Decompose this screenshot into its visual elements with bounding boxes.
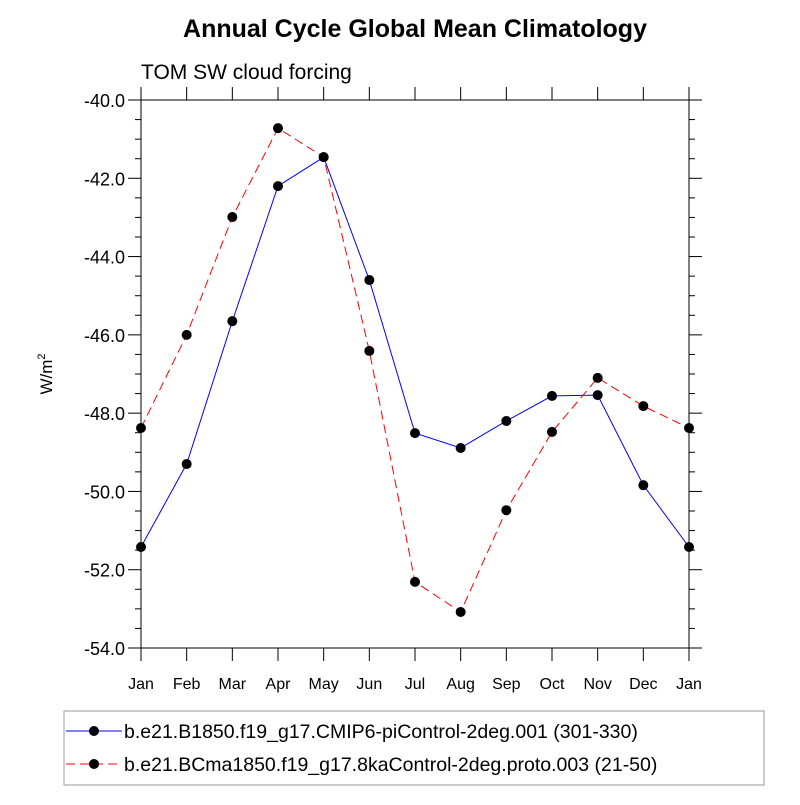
legend-box: [63, 710, 765, 786]
y-tick-label: -52.0: [84, 561, 125, 581]
data-point-2: [547, 426, 557, 437]
x-tick-label: Oct: [540, 676, 565, 693]
data-point-1: [273, 181, 283, 192]
data-point-2: [273, 123, 283, 134]
y-tick-label: -40.0: [84, 91, 125, 111]
data-point-2: [227, 212, 238, 223]
data-point-1: [592, 390, 603, 401]
svg-text:W/m2: W/m2: [36, 353, 56, 394]
y-tick-label: -42.0: [84, 169, 125, 189]
x-tick-label: Jun: [356, 676, 382, 693]
data-point-1: [364, 275, 375, 286]
data-point-1: [136, 542, 146, 553]
chart-title: Annual Cycle Global Mean Climatology: [183, 15, 647, 43]
y-tick-label: -50.0: [84, 482, 125, 502]
data-point-1: [410, 428, 420, 439]
data-point-1: [181, 459, 192, 470]
x-tick-label: Sep: [492, 676, 521, 693]
y-tick-label: -48.0: [84, 404, 125, 424]
x-tick-label: Jan: [128, 676, 154, 693]
x-tick-label: Aug: [446, 676, 474, 693]
x-tick-label: Mar: [219, 676, 247, 693]
data-point-1: [684, 542, 694, 553]
data-point-1: [501, 415, 512, 426]
y-axis-label-superscript: 2: [36, 353, 48, 359]
data-point-2: [684, 423, 694, 434]
series-line-2: [140, 127, 690, 613]
legend-marker-1: [89, 726, 99, 736]
data-point-2: [181, 329, 192, 340]
legend-label-2: b.e21.BCma1850.f19_g17.8kaControl-2deg.p…: [124, 754, 657, 776]
x-tick-label: Feb: [173, 676, 201, 693]
x-tick-label: Dec: [629, 676, 657, 693]
y-axis-label: W/m: [37, 360, 56, 395]
data-point-2: [318, 152, 329, 163]
x-tick-label: Jul: [405, 676, 425, 693]
chart-subtitle: TOM SW cloud forcing: [141, 61, 352, 84]
x-tick-label: Apr: [266, 676, 292, 693]
plot-frame: [140, 99, 690, 649]
data-point-2: [592, 372, 603, 383]
data-point-1: [638, 480, 649, 491]
data-point-2: [501, 505, 512, 516]
x-tick-label: Nov: [583, 676, 611, 693]
data-point-2: [410, 576, 420, 587]
data-point-2: [455, 606, 466, 617]
y-tick-label: -54.0: [84, 639, 125, 659]
data-point-2: [364, 345, 375, 356]
y-tick-label: -46.0: [84, 326, 125, 346]
data-point-2: [136, 423, 146, 434]
x-tick-label: Jan: [676, 676, 702, 693]
data-point-1: [227, 316, 238, 327]
x-tick-label: May: [309, 676, 339, 693]
data-point-2: [638, 401, 649, 412]
y-axis-label-group: W/m2: [36, 353, 56, 394]
y-tick-label: -44.0: [84, 248, 125, 268]
legend-label-1: b.e21.B1850.f19_g17.CMIP6-piControl-2deg…: [124, 721, 638, 743]
series-line-1: [140, 156, 690, 548]
data-point-1: [547, 390, 557, 401]
legend-marker-2: [89, 759, 99, 769]
data-point-1: [455, 442, 466, 453]
